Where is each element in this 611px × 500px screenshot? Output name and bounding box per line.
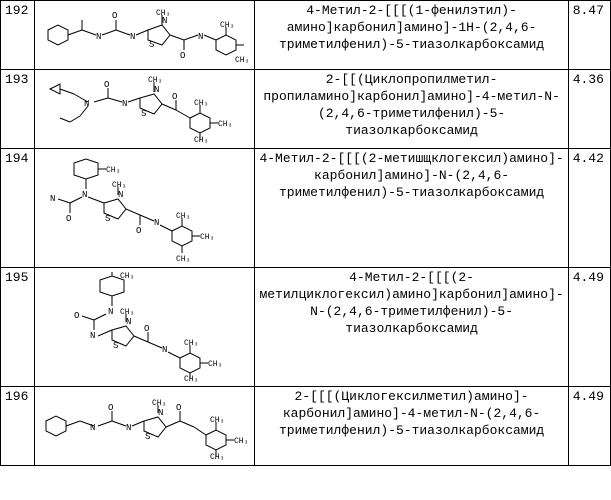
compound-structure: CH₃ N O N S N CH₃ [34, 149, 255, 268]
structure-svg: CH₃ N O N S N CH₃ [40, 153, 250, 263]
svg-text:S: S [113, 341, 118, 351]
svg-text:O: O [176, 403, 181, 413]
compound-value: 4.36 [568, 70, 610, 149]
svg-text:O: O [74, 311, 79, 321]
compound-id: 195 [1, 268, 35, 387]
svg-text:CH₃: CH₃ [235, 56, 249, 65]
table-row: 193 N O N [1, 70, 611, 149]
compound-id: 196 [1, 387, 35, 466]
svg-text:CH₃: CH₃ [194, 99, 208, 108]
svg-text:N: N [118, 190, 123, 200]
compound-structure: CH₃ N O N S N CH₃ [34, 268, 255, 387]
compound-structure: N O N S N CH₃ O [34, 1, 255, 70]
svg-text:CH₃: CH₃ [194, 136, 208, 144]
svg-text:N: N [198, 32, 203, 42]
compound-name: 2-[[[(Циклогексилметил)амино]-карбонил]а… [255, 387, 568, 466]
svg-text:CH₃: CH₃ [220, 21, 234, 30]
svg-text:CH₃: CH₃ [106, 166, 120, 175]
svg-text:CH₃: CH₃ [200, 233, 214, 242]
svg-text:N: N [122, 99, 127, 109]
svg-text:N: N [154, 218, 159, 228]
svg-text:O: O [172, 92, 177, 102]
table-row: 194 CH₃ N O N [1, 149, 611, 268]
svg-text:CH₃: CH₃ [234, 437, 248, 446]
svg-text:N: N [126, 423, 131, 433]
table-row: 195 CH₃ N O N [1, 268, 611, 387]
compound-name: 4-Метил-2-[[[(2-метилциклогексил)амино]к… [255, 268, 568, 387]
svg-text:CH₃: CH₃ [152, 399, 166, 408]
svg-text:N: N [82, 190, 87, 200]
svg-text:O: O [108, 403, 113, 413]
svg-text:O: O [66, 214, 71, 224]
svg-text:O: O [104, 80, 109, 90]
compound-structure: N O N S N CH₃ O [34, 387, 255, 466]
svg-text:S: S [145, 432, 150, 442]
compound-name: 2-[[(Циклопропилметил-пропиламино]карбон… [255, 70, 568, 149]
svg-text:N: N [90, 331, 95, 341]
svg-text:N: N [50, 194, 55, 204]
structure-svg: N O N S N CH₃ [40, 74, 250, 144]
compound-id: 192 [1, 1, 35, 70]
svg-text:CH₃: CH₃ [120, 272, 134, 281]
compound-value: 4.49 [568, 387, 610, 466]
compound-structure: N O N S N CH₃ [34, 70, 255, 149]
svg-text:N: N [158, 408, 163, 418]
svg-text:N: N [90, 423, 95, 433]
structure-svg: N O N S N CH₃ O [40, 391, 250, 461]
svg-text:N: N [108, 307, 113, 317]
svg-text:CH₃: CH₃ [120, 308, 134, 317]
compound-name: 4-Метил-2-[[[(2-метишщклогексил)амино]-к… [255, 149, 568, 268]
svg-text:N: N [126, 317, 131, 327]
svg-text:CH₃: CH₃ [210, 453, 224, 461]
structure-svg: CH₃ N O N S N CH₃ [40, 272, 250, 382]
svg-text:CH₃: CH₃ [148, 76, 162, 85]
compound-value: 8.47 [568, 1, 610, 70]
compound-table: 192 N O N [0, 0, 611, 466]
svg-text:CH₃: CH₃ [176, 212, 190, 221]
svg-text:CH₃: CH₃ [208, 360, 222, 369]
svg-text:CH₃: CH₃ [184, 339, 198, 348]
table-row: 196 N O N S [1, 387, 611, 466]
svg-text:CH₃: CH₃ [218, 120, 232, 129]
table-row: 192 N O N [1, 1, 611, 70]
compound-id: 194 [1, 149, 35, 268]
svg-text:N: N [154, 85, 159, 95]
compound-value: 4.42 [568, 149, 610, 268]
svg-text:O: O [180, 51, 185, 61]
compound-id: 193 [1, 70, 35, 149]
compound-value: 4.49 [568, 268, 610, 387]
svg-text:N: N [162, 345, 167, 355]
structure-svg: N O N S N CH₃ O [40, 5, 250, 65]
svg-text:CH₃: CH₃ [184, 375, 198, 382]
compound-name: 4-Метил-2-[[[(1-фенилэтил)-амино]карбони… [255, 1, 568, 70]
svg-text:CH₃: CH₃ [112, 181, 126, 190]
svg-text:O: O [136, 226, 141, 236]
svg-text:N: N [130, 32, 135, 42]
svg-text:O: O [144, 324, 149, 334]
svg-text:S: S [105, 214, 110, 224]
svg-text:N: N [96, 32, 101, 42]
svg-text:CH₃: CH₃ [176, 255, 190, 263]
svg-text:O: O [112, 11, 117, 21]
svg-text:CH₃: CH₃ [156, 9, 170, 18]
svg-text:CH₃: CH₃ [210, 416, 224, 425]
svg-text:S: S [149, 40, 154, 50]
svg-text:S: S [141, 109, 146, 119]
